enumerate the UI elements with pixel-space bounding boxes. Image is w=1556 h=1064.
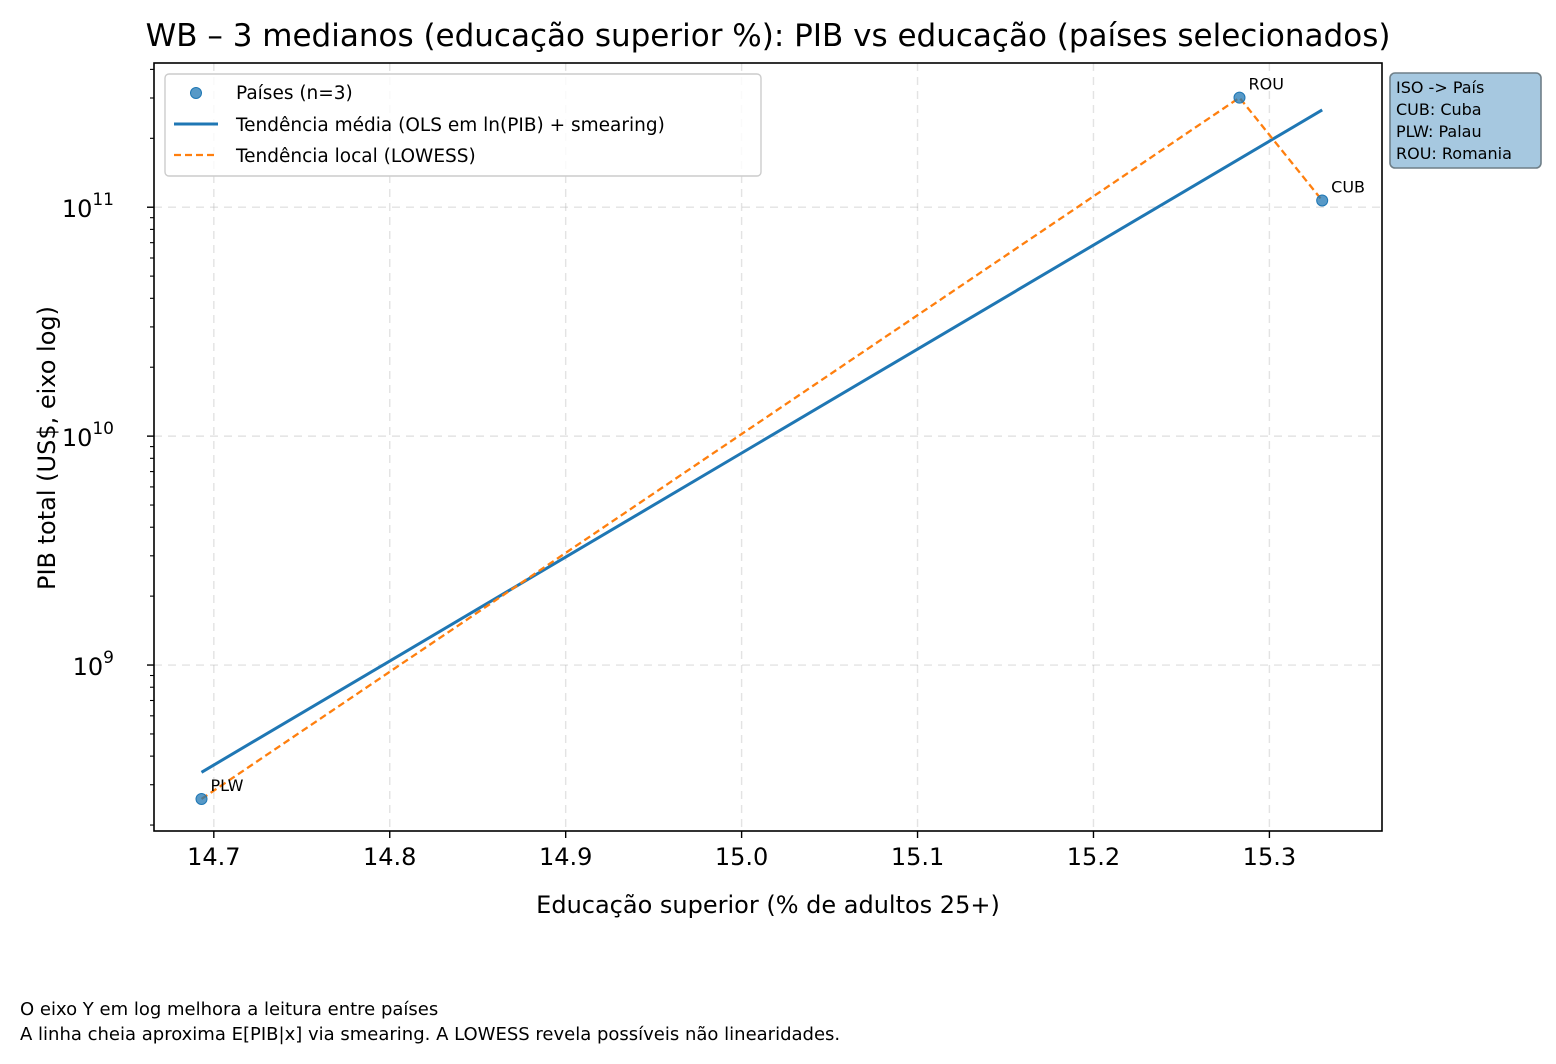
footer-line-2: A linha cheia aproxima E[PIB|x] via smea… <box>20 1024 840 1045</box>
point-label-rou: ROU <box>1248 75 1283 94</box>
data-point-cub <box>1316 194 1329 207</box>
plot-area-frame <box>153 62 1383 832</box>
data-point-rou <box>1233 91 1246 104</box>
x-tick-label: 15.3 <box>1243 843 1296 871</box>
point-label-cub: CUB <box>1331 177 1365 196</box>
y-tick-label: 1010 <box>62 419 114 452</box>
iso-box-line-1: ISO -> País <box>1396 78 1484 97</box>
footer-line-1: O eixo Y em log melhora a leitura entre … <box>20 999 438 1020</box>
x-axis-label: Educação superior (% de adultos 25+) <box>536 891 1000 919</box>
data-point-plw <box>195 792 208 805</box>
legend-marker-scatter <box>190 87 202 99</box>
iso-box-line-4: ROU: Romania <box>1396 144 1512 163</box>
x-tick-label: 14.9 <box>539 843 592 871</box>
x-tick-label: 14.8 <box>363 843 416 871</box>
ols-trend-line <box>200 108 1323 774</box>
y-tick-label: 109 <box>73 648 114 681</box>
grid-layer <box>154 63 1382 831</box>
iso-mapping-box: ISO -> País CUB: Cuba PLW: Palau ROU: Ro… <box>1389 72 1542 169</box>
legend: Países (n=3) Tendência média (OLS em ln(… <box>164 73 762 177</box>
x-tick-label: 15.0 <box>715 843 768 871</box>
x-tick-label: 14.7 <box>187 843 240 871</box>
iso-box-background <box>1389 72 1542 169</box>
legend-label-scatter: Países (n=3) <box>236 83 353 104</box>
x-tick-label: 15.2 <box>1067 843 1120 871</box>
legend-box <box>164 73 762 177</box>
legend-label-lowess: Tendência local (LOWESS) <box>235 146 476 167</box>
legend-label-ols: Tendência média (OLS em ln(PIB) + smeari… <box>235 115 665 136</box>
series-layer: PLW ROU CUB <box>195 75 1365 805</box>
y-axis-ticks: 109 1010 1011 <box>62 190 154 681</box>
y-axis-label: PIB total (US$, eixo log) <box>33 306 61 590</box>
iso-box-line-2: CUB: Cuba <box>1396 100 1482 119</box>
iso-box-line-3: PLW: Palau <box>1396 122 1482 141</box>
x-axis-ticks: 14.7 14.8 14.9 15.0 15.1 15.2 15.3 <box>187 831 1296 871</box>
y-tick-label: 1011 <box>62 190 114 223</box>
chart-title: WB – 3 medianos (educação superior %): P… <box>146 18 1391 54</box>
x-tick-label: 15.1 <box>891 843 944 871</box>
lowess-trend-line <box>200 96 1324 800</box>
point-label-plw: PLW <box>211 776 244 795</box>
